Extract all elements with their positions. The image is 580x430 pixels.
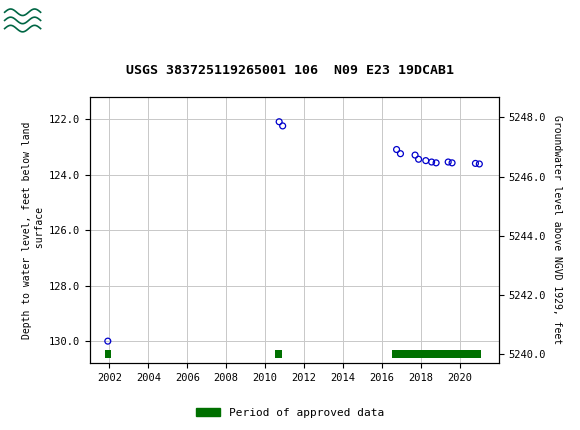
Bar [392,350,481,357]
Y-axis label: Groundwater level above NGVD 1929, feet: Groundwater level above NGVD 1929, feet [552,116,561,344]
Bar [276,350,282,357]
Point [278,123,287,129]
Point [411,152,420,159]
Point [427,159,436,166]
Point [447,160,456,166]
Bar [3,3,58,37]
Point [274,118,284,125]
Point [432,160,441,166]
Point [474,160,484,167]
Legend: Period of approved data: Period of approved data [191,403,389,422]
Point [421,157,430,164]
Point [471,160,480,167]
Point [444,159,453,166]
Point [396,150,405,157]
Bar [105,350,111,357]
Y-axis label: Depth to water level, feet below land
 surface: Depth to water level, feet below land su… [21,121,45,339]
Text: USGS 383725119265001 106  N09 E23 19DCAB1: USGS 383725119265001 106 N09 E23 19DCAB1 [126,64,454,77]
Text: USGS: USGS [64,12,119,29]
Point [414,156,423,163]
Point [103,338,113,344]
Point [392,146,401,153]
